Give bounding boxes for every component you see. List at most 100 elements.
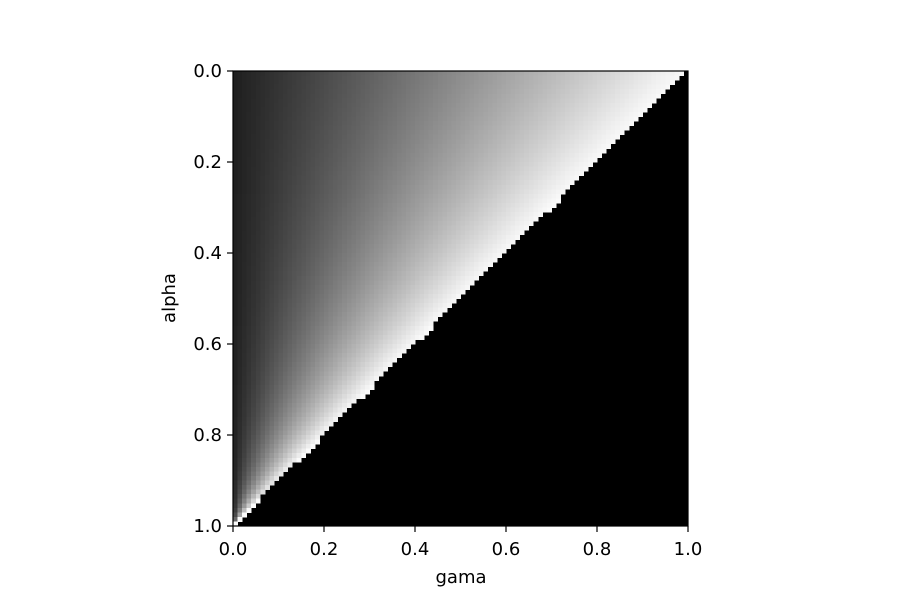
heatmap-cell (451, 107, 456, 112)
heatmap-cell (265, 440, 270, 445)
heatmap-cell (388, 135, 393, 140)
heatmap-cell (474, 258, 479, 263)
heatmap-cell (288, 135, 293, 140)
heatmap-cell (397, 126, 402, 131)
heatmap-cell (356, 353, 361, 358)
heatmap-cell (383, 367, 388, 372)
heatmap-cell (288, 421, 293, 426)
heatmap-cell (474, 276, 479, 281)
heatmap-cell (429, 139, 434, 144)
heatmap-cell (283, 71, 288, 76)
heatmap-cell (520, 230, 525, 235)
heatmap-cell (288, 253, 293, 258)
heatmap-cell (647, 94, 652, 99)
heatmap-cell (556, 94, 561, 99)
heatmap-cell (310, 153, 315, 158)
heatmap-cell (342, 371, 347, 376)
heatmap-cell (461, 89, 466, 94)
heatmap-cell (392, 353, 397, 358)
heatmap-cell (401, 303, 406, 308)
heatmap-cell (315, 171, 320, 176)
heatmap-cell (397, 317, 402, 322)
heatmap-cell (433, 212, 438, 217)
heatmap-cell (383, 157, 388, 162)
heatmap-cell (283, 444, 288, 449)
heatmap-cell (347, 194, 352, 199)
heatmap-cell (461, 194, 466, 199)
heatmap-cell (406, 98, 411, 103)
heatmap-cell (515, 148, 520, 153)
heatmap-cell (515, 71, 520, 76)
heatmap-cell (319, 107, 324, 112)
heatmap-cell (274, 440, 279, 445)
heatmap-cell (351, 303, 356, 308)
heatmap-cell (383, 221, 388, 226)
heatmap-cell (383, 271, 388, 276)
heatmap-cell (374, 167, 379, 172)
heatmap-cell (319, 248, 324, 253)
heatmap-cell (410, 235, 415, 240)
heatmap-cell (288, 98, 293, 103)
heatmap-cell (433, 89, 438, 94)
heatmap-cell (288, 285, 293, 290)
heatmap-cell (429, 280, 434, 285)
heatmap-cell (515, 208, 520, 213)
heatmap-cell (379, 299, 384, 304)
heatmap-cell (310, 353, 315, 358)
heatmap-cell (315, 94, 320, 99)
heatmap-cell (638, 94, 643, 99)
heatmap-cell (602, 107, 607, 112)
heatmap-cell (488, 153, 493, 158)
heatmap-cell (420, 103, 425, 108)
heatmap-cell (379, 262, 384, 267)
heatmap-cell (338, 385, 343, 390)
heatmap-cell (329, 362, 334, 367)
heatmap-cell (238, 248, 243, 253)
heatmap-cell (383, 130, 388, 135)
heatmap-cell (260, 153, 265, 158)
heatmap-cell (470, 157, 475, 162)
heatmap-cell (265, 385, 270, 390)
heatmap-cell (483, 103, 488, 108)
heatmap-cell (283, 289, 288, 294)
heatmap-cell (547, 80, 552, 85)
heatmap-cell (442, 135, 447, 140)
heatmap-cell (397, 148, 402, 153)
heatmap-cell (347, 176, 352, 181)
heatmap-cell (465, 135, 470, 140)
heatmap-cell (470, 217, 475, 222)
heatmap-cell (351, 285, 356, 290)
heatmap-cell (242, 408, 247, 413)
heatmap-cell (306, 444, 311, 449)
heatmap-cell (415, 258, 420, 263)
heatmap-cell (315, 339, 320, 344)
heatmap-cell (274, 121, 279, 126)
heatmap-cell (274, 148, 279, 153)
heatmap-cell (288, 371, 293, 376)
heatmap-cell (456, 217, 461, 222)
heatmap-cell (602, 80, 607, 85)
heatmap-cell (483, 212, 488, 217)
heatmap-cell (438, 212, 443, 217)
heatmap-cell (470, 239, 475, 244)
heatmap-cell (379, 267, 384, 272)
heatmap-cell (319, 198, 324, 203)
heatmap-cell (274, 103, 279, 108)
heatmap-cell (274, 385, 279, 390)
heatmap-cell (347, 394, 352, 399)
heatmap-cell (306, 226, 311, 231)
heatmap-cell (256, 371, 261, 376)
heatmap-cell (370, 344, 375, 349)
heatmap-cell (392, 321, 397, 326)
heatmap-cell (374, 107, 379, 112)
heatmap-cell (256, 267, 261, 272)
heatmap-cell (451, 126, 456, 131)
heatmap-cell (429, 135, 434, 140)
heatmap-cell (333, 167, 338, 172)
heatmap-cell (515, 144, 520, 149)
heatmap-cell (406, 176, 411, 181)
heatmap-cell (374, 76, 379, 81)
heatmap-cell (242, 89, 247, 94)
heatmap-cell (497, 121, 502, 126)
heatmap-cell (279, 194, 284, 199)
